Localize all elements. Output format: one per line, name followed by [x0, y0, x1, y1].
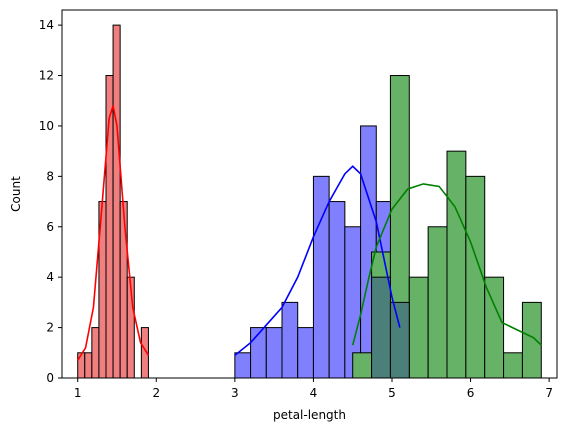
y-tick-label-1: 0: [46, 371, 54, 385]
kde-curve-3: [351, 183, 542, 346]
y-tick-label-5: 8: [46, 169, 54, 183]
series-3-bin-9: [503, 352, 523, 379]
kde-curve-2: [234, 165, 401, 356]
kde-curve-1: [77, 105, 150, 361]
y-tick-label-2: 2: [46, 321, 54, 335]
series-2-bin-3: [265, 327, 283, 379]
series-3-bin-5: [427, 226, 448, 379]
series-2-bin-5: [297, 327, 314, 379]
series-3-bin-1: [352, 352, 373, 379]
y-axis-label: Count: [9, 176, 23, 212]
series-2-bin-1: [234, 352, 252, 379]
series-1-bin-3: [91, 327, 100, 379]
y-tick-label-3: 4: [46, 270, 54, 284]
y-tick-label-4: 6: [46, 220, 54, 234]
y-tick-label-7: 12: [39, 69, 54, 83]
x-tick-label-2: 2: [152, 386, 160, 400]
histogram-bars: [77, 24, 542, 379]
x-tick-label-6: 6: [467, 386, 475, 400]
series-3-overlap-1: [371, 276, 391, 379]
series-3-overlap-2: [389, 301, 410, 379]
series-2-bin-2: [250, 327, 267, 379]
series-3-bin-7: [465, 175, 486, 379]
y-tick-label-6: 10: [39, 119, 54, 133]
y-axis-ticks: 0 2 4 6 8 10 12 14: [39, 18, 62, 385]
x-axis-ticks: 1 2 3 4 5 6 7: [74, 378, 553, 400]
x-axis-label: petal-length: [273, 408, 346, 422]
x-tick-label-1: 1: [74, 386, 82, 400]
series-1-bin-7: [119, 201, 128, 379]
y-tick-label-8: 14: [39, 18, 54, 32]
series-3-bin-10: [521, 301, 542, 379]
kde-curves: [77, 105, 542, 361]
series-3-bin-4: [408, 276, 429, 379]
series-3-bin-6: [446, 150, 467, 379]
x-tick-label-3: 3: [231, 386, 239, 400]
series-1-bin-6: [112, 24, 121, 379]
plot-frame: [61, 9, 558, 379]
series-1-bin-1: [77, 352, 86, 379]
x-tick-label-5: 5: [388, 386, 396, 400]
series-3-bin-8: [484, 276, 505, 379]
x-tick-label-7: 7: [545, 386, 553, 400]
x-tick-label-4: 4: [310, 386, 318, 400]
series-2-bin-4: [281, 301, 299, 379]
series-2-bin-7: [328, 201, 346, 379]
series-1-bin-2: [84, 352, 93, 379]
